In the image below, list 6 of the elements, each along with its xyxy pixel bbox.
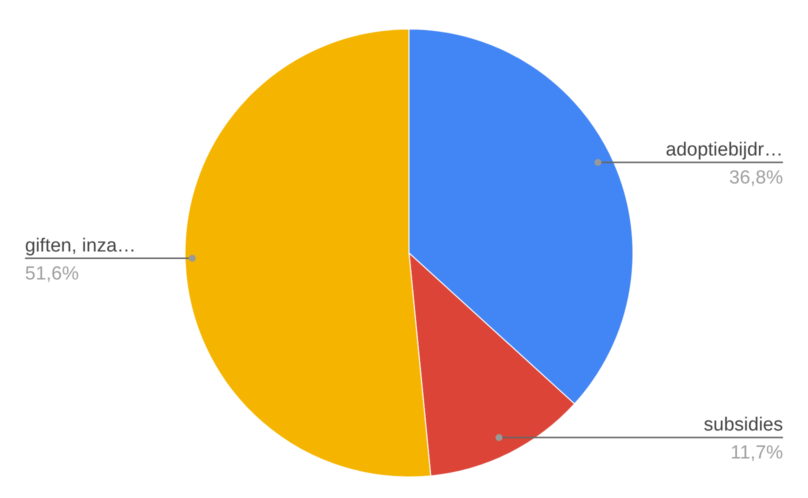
data-label: 51,6%	[25, 263, 79, 284]
data-label: 36,8%	[729, 167, 784, 188]
slice-label: subsidies	[704, 414, 783, 436]
slice-label: giften, inza…	[25, 235, 136, 256]
data-label: 11,7%	[730, 442, 784, 464]
slice-label: adoptiebijdr…	[666, 139, 783, 160]
